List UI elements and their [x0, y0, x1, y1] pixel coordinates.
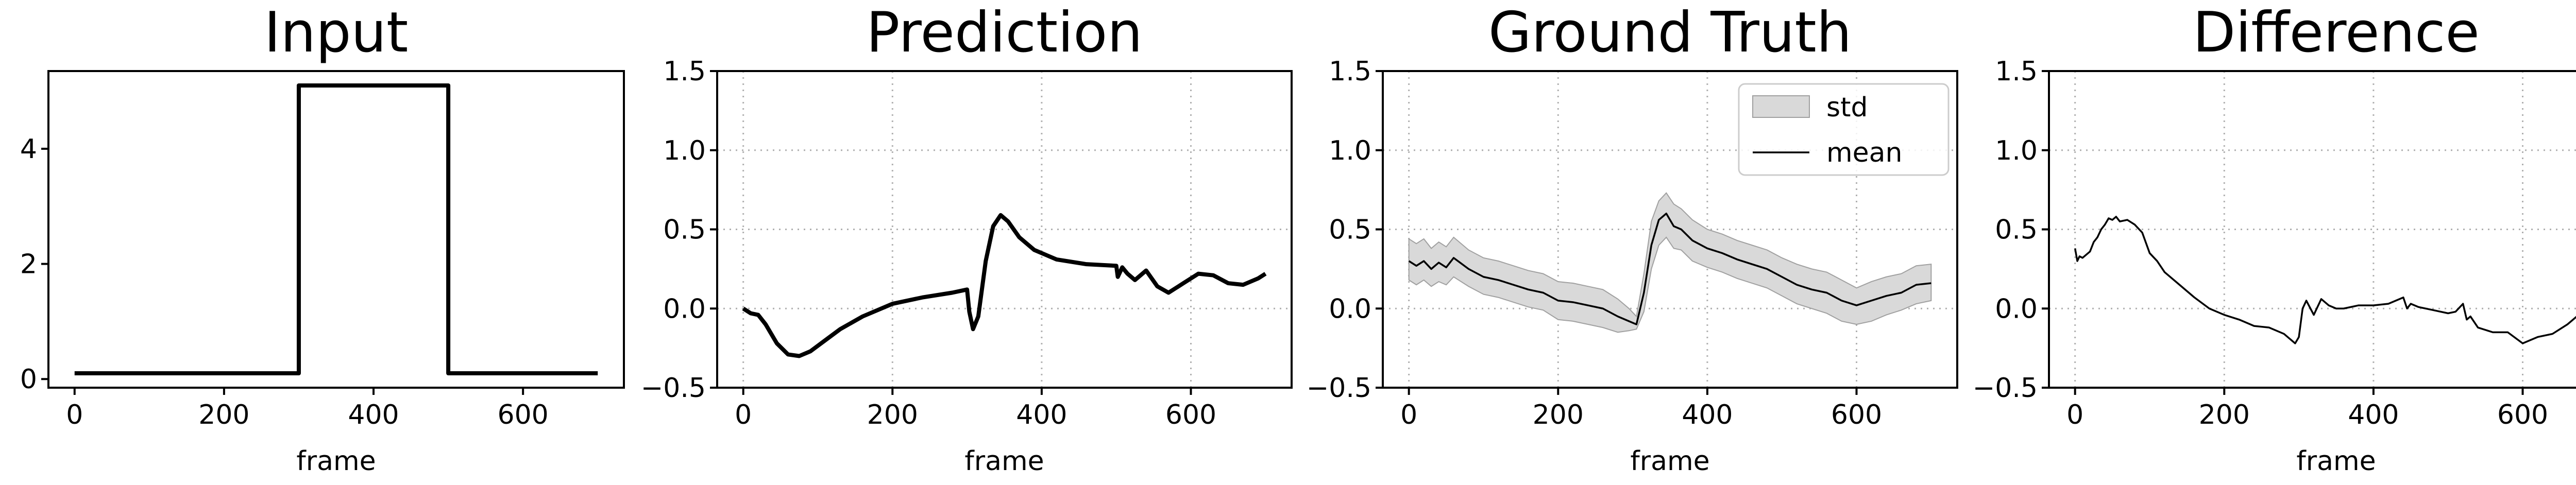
x-tick-label: 200 — [1533, 400, 1584, 430]
legend: std mean — [1738, 83, 1950, 176]
y-tick-label: 0.5 — [663, 215, 706, 246]
x-tick-label: 200 — [2199, 400, 2250, 430]
panel-title: Input — [264, 1, 409, 65]
series-line-mean — [1408, 213, 1931, 325]
y-tick-label: 1.0 — [663, 135, 706, 166]
x-tick-label: 600 — [1165, 400, 1216, 430]
y-tick-label: −0.5 — [1973, 373, 2038, 404]
plot-frame — [47, 70, 625, 389]
x-axis-label: frame — [964, 446, 1044, 477]
x-tick-label: 200 — [198, 400, 249, 430]
x-tick-label: 0 — [1400, 400, 1417, 430]
legend-label-std: std — [1826, 92, 1868, 123]
y-tick-label: 0.0 — [663, 293, 706, 324]
y-tick-label: 0.5 — [1329, 215, 1371, 246]
panel-prediction: 0 200 400 600 −0.5 0.0 0.5 1.0 1.5 Prediction fram… — [641, 1, 1293, 477]
x-axis-label: frame — [296, 446, 376, 477]
x-tick-label: 0 — [735, 400, 752, 430]
x-tick-label: 400 — [348, 400, 399, 430]
panel-title: Prediction — [866, 1, 1143, 65]
x-tick-label: 400 — [1016, 400, 1067, 430]
series-line — [742, 213, 1267, 358]
series-line — [2074, 216, 2576, 344]
y-tick-label: 0.0 — [1995, 293, 2038, 324]
y-tick-label: 2 — [20, 249, 37, 280]
panel-ground-truth: 0 200 400 600 −0.5 0.0 0.5 1.0 1.5 Ground Truth fr… — [1307, 1, 1958, 477]
x-tick-label: 400 — [2348, 400, 2399, 430]
x-tick-label: 400 — [1682, 400, 1733, 430]
y-tick-label: 1.5 — [663, 56, 706, 87]
y-tick-label: 4 — [20, 134, 37, 165]
y-tick-label: 1.0 — [1329, 135, 1371, 166]
x-tick-label: 0 — [66, 400, 83, 430]
x-tick-label: 600 — [2497, 400, 2548, 430]
y-tick-label: −0.5 — [1307, 373, 1371, 404]
x-tick-label: 600 — [1831, 400, 1882, 430]
series-line — [74, 83, 598, 376]
panel-title: Difference — [2193, 1, 2480, 65]
x-axis-label: frame — [2296, 446, 2376, 477]
y-tick-label: 0 — [20, 364, 37, 395]
y-tick-label: 0.0 — [1329, 293, 1371, 324]
y-tick-label: 1.5 — [1995, 56, 2038, 87]
plot-frame — [716, 70, 1293, 389]
x-tick-label: 600 — [498, 400, 549, 430]
x-tick-label: 0 — [2066, 400, 2083, 430]
panel-input: 0 200 400 600 0 2 4 Input frame — [20, 1, 625, 477]
y-tick-label: 1.0 — [1995, 135, 2038, 166]
legend-swatch-std — [1752, 95, 1810, 118]
y-tick-label: −0.5 — [641, 373, 706, 404]
plot-frame — [2048, 70, 2576, 389]
legend-label-mean: mean — [1826, 137, 1902, 168]
panel-difference: 0 200 400 600 −0.5 0.0 0.5 1.0 1.5 Difference fram… — [1973, 1, 2576, 477]
x-tick-label: 200 — [867, 400, 918, 430]
y-tick-label: 1.5 — [1329, 56, 1371, 87]
y-tick-label: 0.5 — [1995, 215, 2038, 246]
x-axis-label: frame — [1630, 446, 1709, 477]
std-band — [1408, 192, 1932, 333]
panel-title: Ground Truth — [1488, 1, 1852, 65]
